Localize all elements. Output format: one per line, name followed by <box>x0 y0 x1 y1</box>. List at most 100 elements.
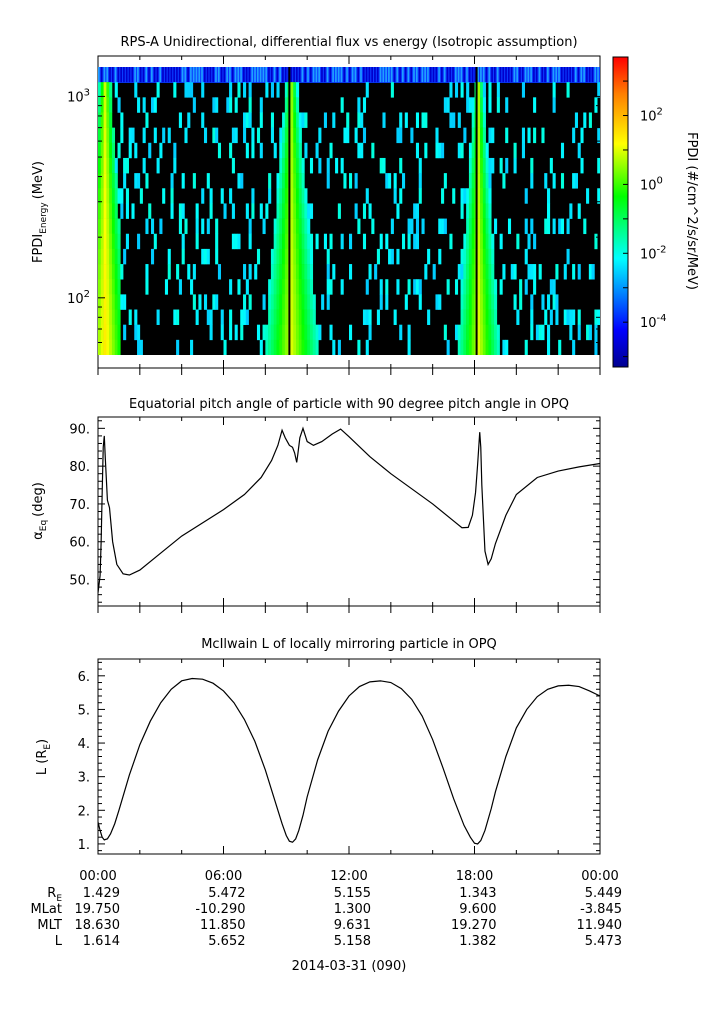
heatmap-cell <box>488 188 492 204</box>
heatmap-cell <box>530 67 532 83</box>
heatmap-cell <box>173 82 177 98</box>
heatmap-cell <box>424 67 426 83</box>
heatmap-cell <box>259 97 263 113</box>
heatmap-cell <box>273 309 277 325</box>
heatmap-cell <box>293 233 297 250</box>
heatmap-cell <box>296 127 300 144</box>
heatmap-cell <box>296 233 300 250</box>
heatmap-cell <box>284 173 288 189</box>
heatmap-cell <box>98 97 102 113</box>
heatmap-cell <box>482 233 486 250</box>
ephemeris-value: 19.750 <box>75 902 121 917</box>
heatmap-cell <box>463 324 467 341</box>
heatmap-cell <box>237 279 241 295</box>
heatmap-cell <box>494 218 498 235</box>
heatmap-cell <box>488 203 492 219</box>
heatmap-cell <box>315 339 319 355</box>
heatmap-cell <box>100 67 103 83</box>
heatmap-cell <box>491 279 495 295</box>
heatmap-cell <box>471 112 475 128</box>
heatmap-cell <box>192 97 196 113</box>
heatmap-cell <box>270 339 274 355</box>
heatmap-cell <box>474 67 477 83</box>
heatmap-cell <box>457 112 461 128</box>
heatmap-cell <box>265 339 269 355</box>
heatmap-cell <box>284 67 287 83</box>
heatmap-cell <box>468 339 473 355</box>
panel3-ytick-label: 3. <box>78 771 90 786</box>
heatmap-cell <box>284 233 288 250</box>
heatmap-cell <box>276 248 280 265</box>
heatmap-cell <box>491 233 495 250</box>
heatmap-cell <box>111 248 116 265</box>
heatmap-cell <box>290 142 294 159</box>
heatmap-cell <box>173 67 175 83</box>
heatmap-cell <box>268 188 272 204</box>
heatmap-cell <box>471 339 475 355</box>
heatmap-cell <box>499 279 503 295</box>
heatmap-cell <box>256 324 261 341</box>
heatmap-cell <box>137 339 141 355</box>
heatmap-cell <box>371 67 373 83</box>
heatmap-cell <box>435 127 439 144</box>
heatmap-cell <box>128 127 132 144</box>
heatmap-cell <box>201 112 205 128</box>
heatmap-cell <box>106 279 110 295</box>
heatmap-cell <box>123 157 127 174</box>
heatmap-cell <box>304 233 308 250</box>
heatmap-cell <box>98 248 102 265</box>
heatmap-cell <box>109 82 113 98</box>
heatmap-cell <box>552 173 556 189</box>
heatmap-cell <box>360 142 364 159</box>
heatmap-cell <box>597 82 600 98</box>
heatmap-cell <box>276 264 280 280</box>
heatmap-cell <box>552 67 555 83</box>
heatmap-cell <box>290 294 294 310</box>
heatmap-cell <box>577 142 581 159</box>
heatmap-cell <box>547 294 551 310</box>
heatmap-cell <box>541 294 545 310</box>
heatmap-cell <box>591 67 594 83</box>
heatmap-cell <box>555 294 559 310</box>
heatmap-cell <box>301 173 305 189</box>
heatmap-cell <box>312 309 316 325</box>
heatmap-cell <box>296 203 300 219</box>
heatmap-cell <box>468 248 473 265</box>
heatmap-cell <box>106 127 110 144</box>
heatmap-cell <box>368 324 372 341</box>
heatmap-cell <box>301 309 305 325</box>
ephemeris-value: 5.472 <box>208 886 245 901</box>
heatmap-cell <box>120 264 124 280</box>
heatmap-cell <box>279 294 283 310</box>
heatmap-cell <box>468 218 473 235</box>
heatmap-cell <box>471 309 475 325</box>
ephemeris-value: 5.449 <box>585 886 622 901</box>
heatmap-cell <box>485 218 489 235</box>
heatmap-cell <box>583 112 587 128</box>
heatmap-cell <box>98 203 102 219</box>
heatmap-cell <box>318 67 320 83</box>
heatmap-cell <box>519 279 523 295</box>
heatmap-cell <box>413 67 415 83</box>
heatmap-cell <box>396 127 400 144</box>
heatmap-cell <box>268 279 272 295</box>
heatmap-cell <box>379 294 383 310</box>
heatmap-cell <box>415 112 420 128</box>
ephemeris-value: 1.429 <box>83 886 120 901</box>
heatmap-cell <box>256 248 261 265</box>
heatmap-cell <box>337 67 340 83</box>
heatmap-cell <box>510 264 514 280</box>
heatmap-cell <box>109 233 113 250</box>
heatmap-cell <box>496 339 500 355</box>
heatmap-cell <box>215 294 219 310</box>
heatmap-cell <box>572 173 576 189</box>
heatmap-cell <box>215 248 219 265</box>
heatmap-cell <box>491 127 495 144</box>
heatmap-cell <box>519 67 521 83</box>
heatmap-cell <box>106 203 110 219</box>
heatmap-cell <box>332 339 336 355</box>
heatmap-cell <box>530 309 534 325</box>
heatmap-cell <box>340 279 344 295</box>
panel2-ylabel-units: (deg) <box>31 482 46 517</box>
heatmap-cell <box>468 309 473 325</box>
